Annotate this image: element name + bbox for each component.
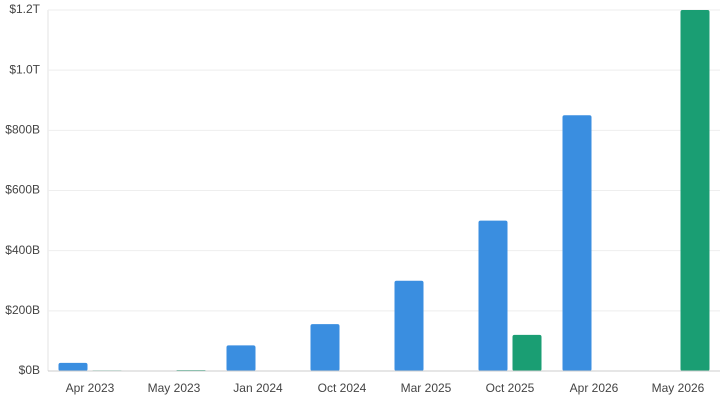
y-tick-label: $600B	[5, 183, 40, 197]
x-tick-label: May 2026	[652, 381, 705, 395]
x-tick-label: Oct 2024	[318, 381, 367, 395]
y-tick-label: $0B	[19, 363, 40, 377]
bar	[478, 220, 508, 371]
bar	[512, 334, 542, 371]
x-tick-label: Oct 2025	[486, 381, 535, 395]
y-tick-label: $1.2T	[9, 2, 40, 16]
bar	[58, 362, 88, 371]
bar	[310, 324, 340, 371]
y-tick-label: $800B	[5, 123, 40, 137]
bar	[680, 10, 710, 371]
y-tick-label: $1.0T	[9, 62, 40, 76]
x-tick-label: Apr 2026	[570, 381, 619, 395]
x-tick-label: Apr 2023	[66, 381, 115, 395]
y-tick-label: $400B	[5, 243, 40, 257]
bar	[394, 280, 424, 371]
x-tick-label: Jan 2024	[233, 381, 283, 395]
x-tick-label: May 2023	[148, 381, 201, 395]
y-tick-label: $200B	[5, 303, 40, 317]
bar	[226, 345, 256, 371]
x-tick-label: Mar 2025	[401, 381, 452, 395]
bar	[562, 115, 592, 372]
